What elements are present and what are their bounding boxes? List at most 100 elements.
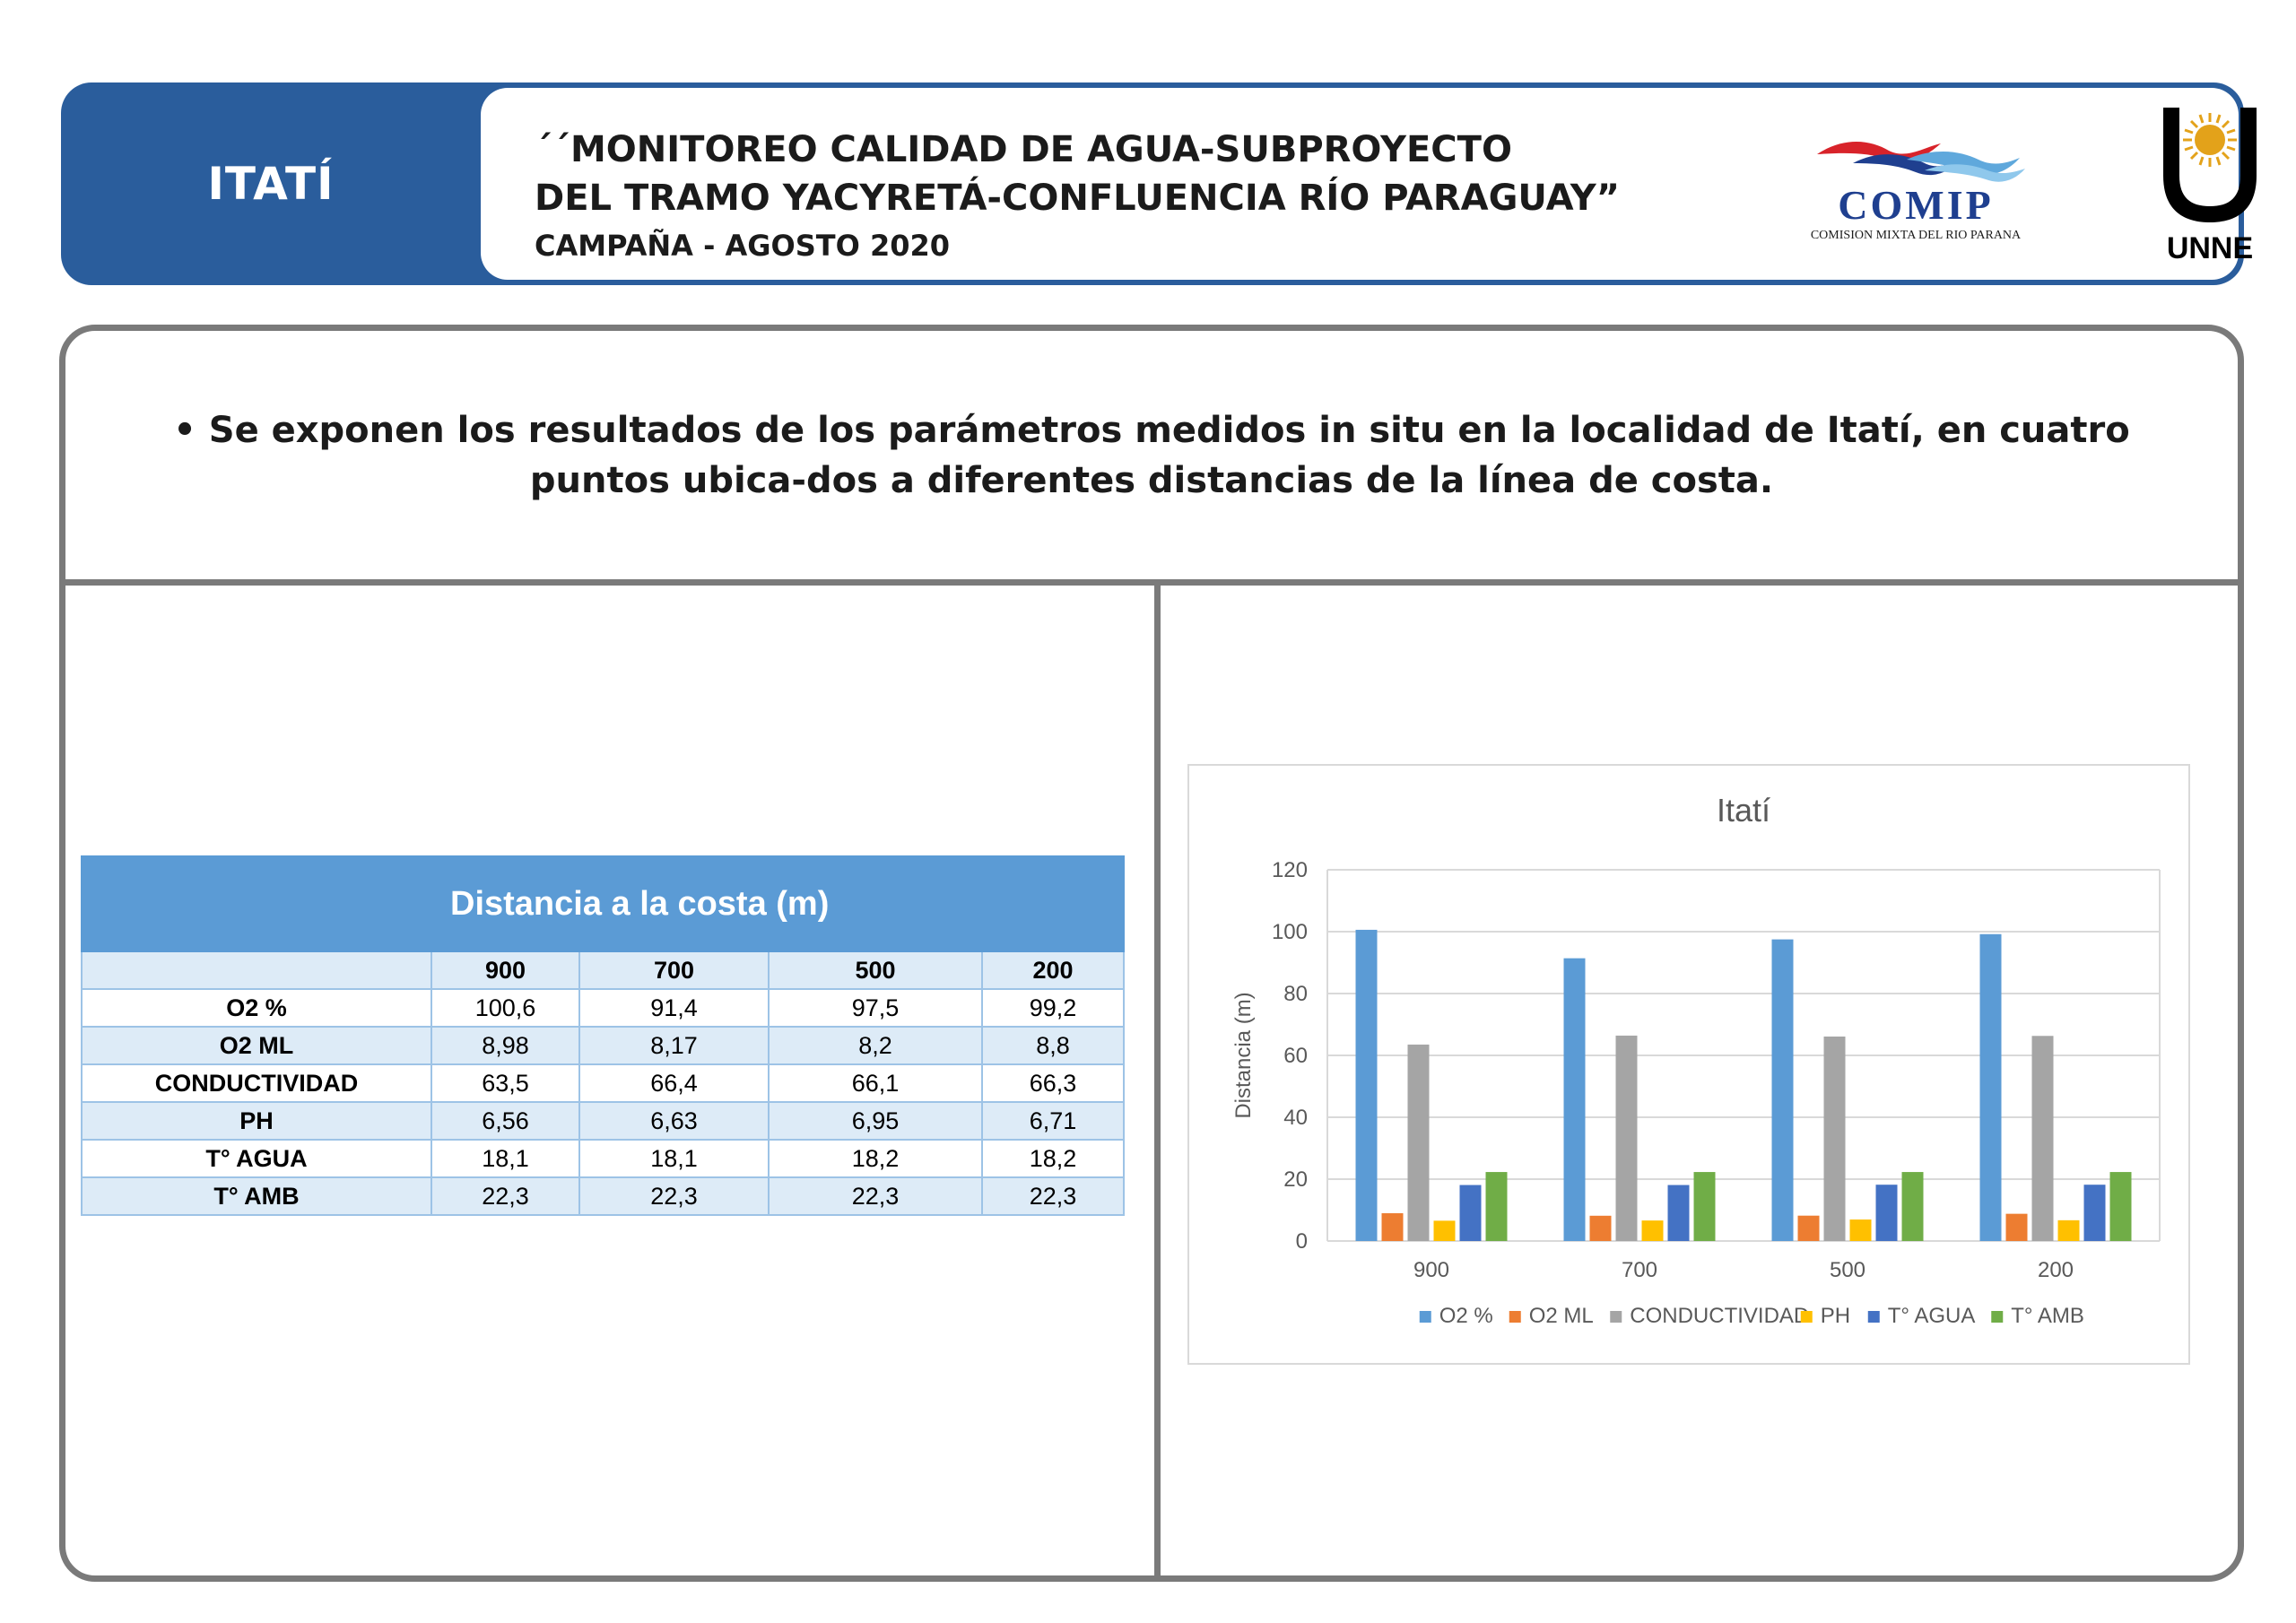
legend-label: T° AMB: [2011, 1304, 2084, 1328]
place-label-box: ITATÍ: [61, 82, 481, 285]
table-row: CONDUCTIVIDAD 63,5 66,4 66,1 66,3: [81, 1063, 1126, 1103]
y-axis-label: Distancia (m): [1231, 992, 1256, 1118]
table-column-header-row: 900 700 500 200: [81, 950, 1126, 990]
bar: [1615, 1035, 1638, 1241]
column-header: 700: [578, 950, 770, 990]
y-tick-label: 20: [1283, 1167, 1308, 1192]
bar: [2031, 1036, 2054, 1241]
bar: [2057, 1219, 2080, 1241]
table-cell: 6,56: [430, 1101, 580, 1141]
x-tick-label: 500: [1830, 1258, 1866, 1282]
title-line-1: ´´MONITOREO CALIDAD DE AGUA-SUBPROYECTO: [535, 129, 1512, 170]
table-cell: 6,63: [578, 1101, 770, 1141]
title-line-2: DEL TRAMO YACYRETÁ-CONFLUENCIA RÍO PARAG…: [535, 178, 1621, 219]
table-cell: 6,71: [980, 1101, 1126, 1141]
vertical-divider: [1154, 586, 1161, 1575]
sun-icon: [2183, 113, 2237, 167]
row-label: O2 %: [81, 988, 432, 1028]
table-cell: 22,3: [430, 1176, 580, 1216]
legend-swatch: [1991, 1311, 2004, 1323]
table-cell: 18,2: [768, 1139, 983, 1178]
bar: [1979, 933, 2002, 1241]
bar: [2005, 1213, 2028, 1241]
comip-name: COMIP: [1838, 182, 1993, 228]
table-cell: 8,2: [768, 1026, 983, 1065]
column-header: 900: [430, 950, 580, 990]
bar: [1459, 1185, 1482, 1241]
legend-swatch: [1867, 1311, 1880, 1323]
bar: [1901, 1172, 1924, 1241]
results-table: Distancia a la costa (m) 900 700 500 200 O2 …: [81, 855, 1126, 1216]
legend-swatch: [1419, 1311, 1431, 1323]
table-cell: 18,2: [980, 1139, 1126, 1178]
place-title: ITATÍ: [207, 158, 335, 210]
row-label: T° AGUA: [81, 1139, 432, 1178]
bar: [1823, 1036, 1846, 1241]
table-row: O2 ML 8,98 8,17 8,2 8,8: [81, 1026, 1126, 1065]
legend-swatch: [1800, 1311, 1813, 1323]
table-cell: 99,2: [980, 988, 1126, 1028]
y-tick-label: 100: [1272, 920, 1308, 944]
table-cell: 18,1: [578, 1139, 770, 1178]
table-cell: 18,1: [430, 1139, 580, 1178]
bar: [1771, 939, 1794, 1241]
table-cell: 8,8: [980, 1026, 1126, 1065]
table-header-title: Distancia a la costa (m): [430, 855, 1126, 952]
bar: [1355, 929, 1378, 1241]
y-tick-label: 0: [1296, 1229, 1308, 1254]
table-row: T° AMB 22,3 22,3 22,3 22,3: [81, 1176, 1126, 1216]
column-header: 500: [768, 950, 983, 990]
bar: [1589, 1215, 1612, 1241]
row-label: CONDUCTIVIDAD: [81, 1063, 432, 1103]
chart-title: Itatí: [1717, 792, 1770, 829]
legend-label: CONDUCTIVIDAD: [1630, 1304, 1809, 1328]
bar: [1563, 958, 1586, 1241]
column-header-blank: [81, 950, 432, 990]
chart-svg: Itatí 0 20 40 60 80 100 120 Distancia (m) 900 700 5…: [1231, 792, 2161, 1328]
bar: [1641, 1220, 1664, 1241]
row-label: T° AMB: [81, 1176, 432, 1216]
bar: [1485, 1172, 1508, 1241]
legend-label: O2 ML: [1529, 1304, 1594, 1328]
table-row: PH 6,56 6,63 6,95 6,71: [81, 1101, 1126, 1141]
x-tick-label: 200: [2038, 1258, 2074, 1282]
y-tick-label: 80: [1283, 982, 1308, 1006]
table-cell: 6,95: [768, 1101, 983, 1141]
table-row: O2 % 100,6 91,4 97,5 99,2: [81, 988, 1126, 1028]
legend-swatch: [1610, 1311, 1622, 1323]
bar: [1797, 1215, 1820, 1241]
table-cell: 22,3: [980, 1176, 1126, 1216]
table-cell: 8,98: [430, 1026, 580, 1065]
table-cell: 91,4: [578, 988, 770, 1028]
x-tick-label: 700: [1622, 1258, 1657, 1282]
bar: [1693, 1172, 1716, 1241]
column-header: 200: [980, 950, 1126, 990]
table-cell: 66,4: [578, 1063, 770, 1103]
table-cell: 8,17: [578, 1026, 770, 1065]
legend-swatch: [1509, 1311, 1521, 1323]
y-tick-label: 120: [1272, 858, 1308, 882]
y-tick-label: 40: [1283, 1106, 1308, 1130]
x-tick-label: 900: [1413, 1258, 1449, 1282]
table-cell: 66,3: [980, 1063, 1126, 1103]
table-cell: 22,3: [768, 1176, 983, 1216]
row-label: O2 ML: [81, 1026, 432, 1065]
unne-logo: UNNE: [2163, 108, 2257, 265]
table-cell: 97,5: [768, 988, 983, 1028]
comip-subtitle: COMISION MIXTA DEL RIO PARANA: [1811, 229, 2022, 242]
legend-label: T° AGUA: [1888, 1304, 1976, 1328]
bar: [1433, 1220, 1456, 1241]
intro-section: • Se exponen los resultados de los parám…: [65, 331, 2238, 586]
bar: [1849, 1219, 1872, 1241]
table-cell: 63,5: [430, 1063, 580, 1103]
table-cell: 66,1: [768, 1063, 983, 1103]
header-band: ITATÍ ´´MONITOREO CALIDAD DE AGUA-SUBPRO…: [61, 82, 2257, 285]
table-row: T° AGUA 18,1 18,1 18,2 18,2: [81, 1139, 1126, 1178]
table-header-blank: [81, 855, 432, 952]
campaign-subtitle: CAMPAÑA - AGOSTO 2020: [535, 229, 950, 263]
bar: [2083, 1185, 2106, 1241]
row-label: PH: [81, 1101, 432, 1141]
title-panel: ´´MONITOREO CALIDAD DE AGUA-SUBPROYECTO …: [481, 88, 2257, 280]
bar: [1381, 1213, 1404, 1241]
table-header-row: Distancia a la costa (m): [81, 855, 1126, 952]
